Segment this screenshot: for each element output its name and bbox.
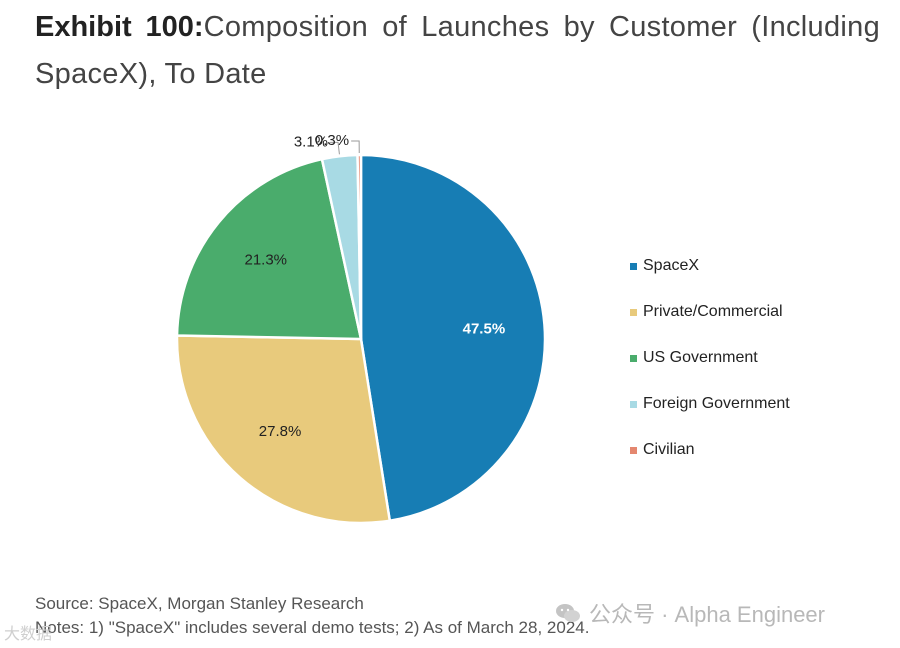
- legend-swatch-civilian: [630, 447, 637, 454]
- chart-title: Exhibit 100:Composition of Launches by C…: [35, 4, 880, 98]
- legend-swatch-spacex: [630, 263, 637, 270]
- watermark: 公众号 · Alpha Engineer: [555, 597, 825, 629]
- corner-watermark: 大数据: [4, 626, 53, 643]
- data-label-private-commercial: 27.8%: [259, 423, 302, 440]
- data-label-foreign-government: 3.1%: [294, 133, 328, 150]
- legend-item-civilian: Civilian: [630, 441, 790, 487]
- notes: Notes: 1) "SpaceX" includes several demo…: [35, 618, 590, 637]
- legend-item-private-commercial: Private/Commercial: [630, 303, 790, 349]
- legend-label-civilian: Civilian: [643, 441, 695, 458]
- wechat-icon: [556, 604, 580, 622]
- leader-line-civilian: [351, 140, 360, 154]
- legend-label-spacex: SpaceX: [643, 257, 700, 274]
- legend-item-foreign-government: Foreign Government: [630, 395, 790, 441]
- legend-label-foreign-government: Foreign Government: [643, 395, 790, 412]
- exhibit-number: Exhibit 100:: [35, 11, 204, 43]
- pie-slice-spacex: [359, 153, 547, 522]
- exhibit-title: Composition of Launches by Customer (Inc…: [35, 11, 880, 90]
- legend-item-us-government: US Government: [630, 349, 790, 395]
- chart-legend: SpaceX Private/Commercial US Government For…: [630, 257, 790, 487]
- pie-slice-us-government: [175, 157, 363, 341]
- legend-swatch-us-government: [630, 355, 637, 362]
- leader-line-foreign-government: [330, 141, 340, 155]
- legend-label-us-government: US Government: [643, 349, 758, 366]
- data-label-civilian: 0.3%: [315, 132, 349, 149]
- pie-slice-civilian: [356, 153, 363, 341]
- legend-item-spacex: SpaceX: [630, 257, 790, 303]
- data-label-us-government: 21.3%: [244, 252, 287, 269]
- watermark-text: 公众号 · Alpha Engineer: [589, 602, 825, 627]
- pie-slice-private-commercial: [175, 334, 392, 525]
- source-note: Source: SpaceX, Morgan Stanley Research: [35, 594, 364, 613]
- chart-footer: Source: SpaceX, Morgan Stanley Research …: [35, 592, 589, 640]
- legend-swatch-foreign-government: [630, 401, 637, 408]
- legend-label-private-commercial: Private/Commercial: [643, 303, 783, 320]
- data-label-spacex: 47.5%: [463, 320, 506, 337]
- legend-swatch-private-commercial: [630, 309, 637, 316]
